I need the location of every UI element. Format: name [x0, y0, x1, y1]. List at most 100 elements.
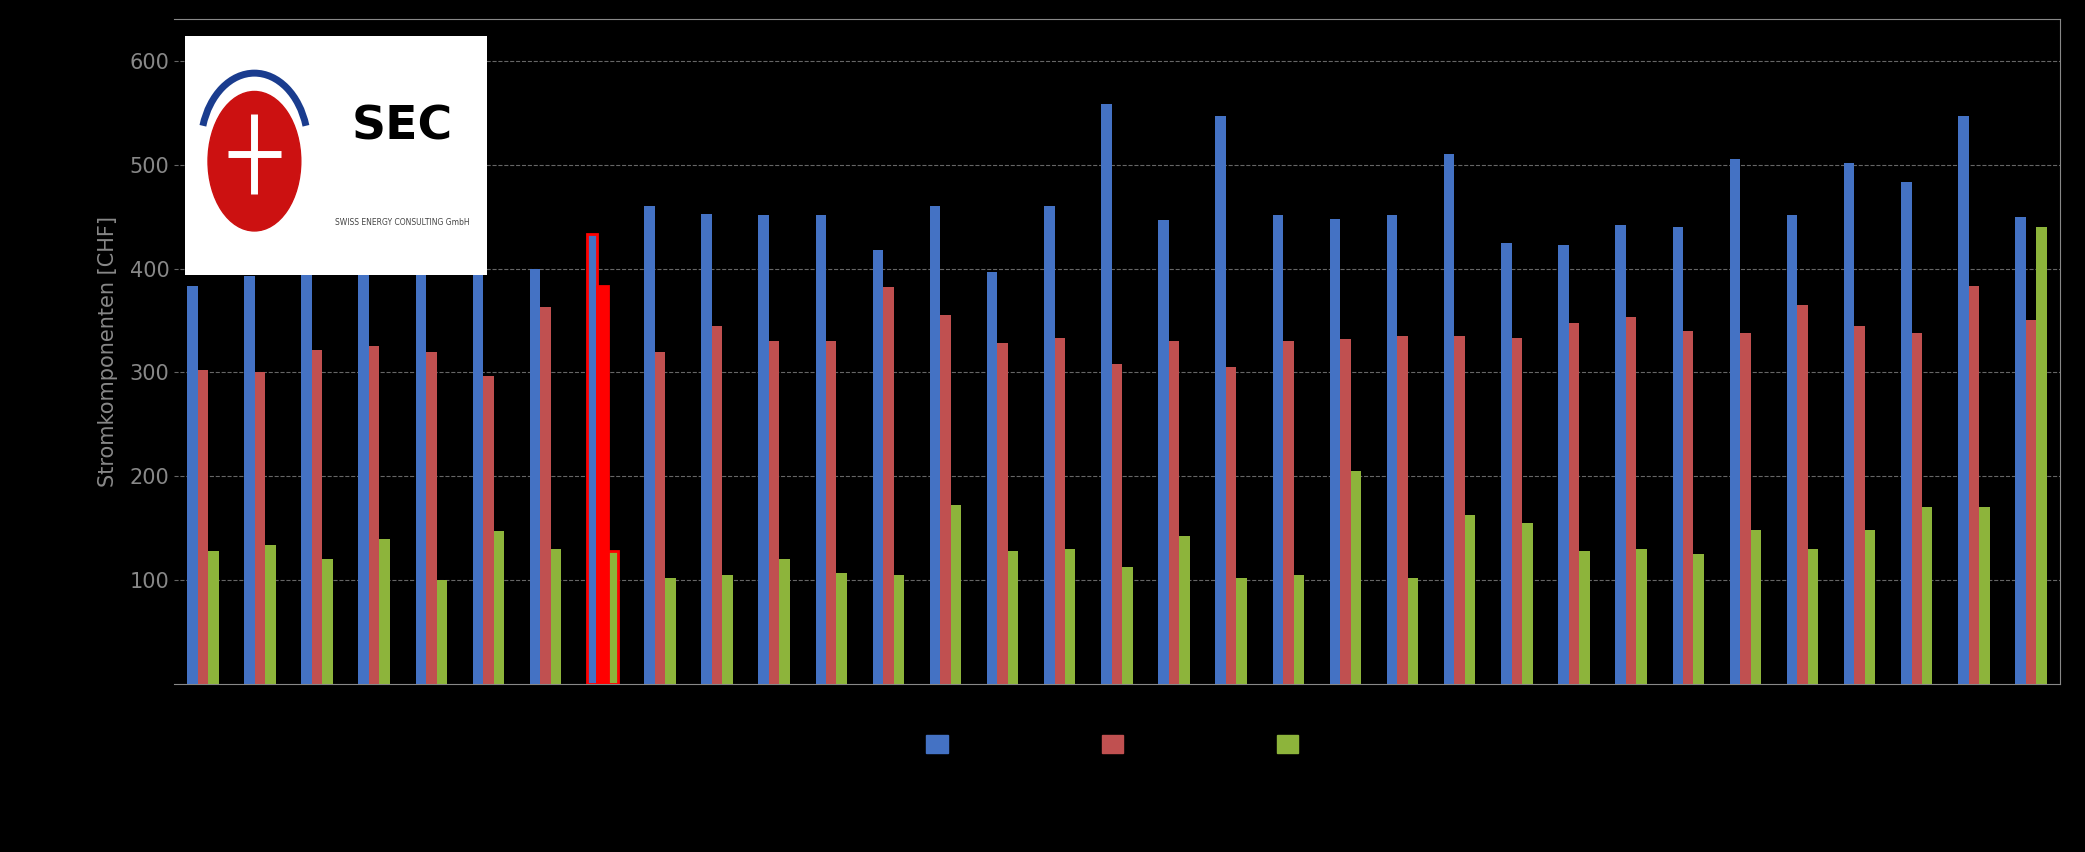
- Bar: [1958, 116, 1968, 684]
- Bar: [550, 549, 561, 684]
- Bar: [244, 276, 254, 684]
- Bar: [644, 206, 655, 684]
- Bar: [484, 376, 494, 684]
- Bar: [1626, 318, 1637, 684]
- Bar: [1797, 305, 1808, 684]
- Bar: [1065, 549, 1076, 684]
- Bar: [1578, 551, 1589, 684]
- Bar: [759, 215, 769, 684]
- Bar: [415, 253, 425, 684]
- Bar: [1922, 508, 1933, 684]
- Bar: [1407, 579, 1418, 684]
- Bar: [598, 286, 609, 684]
- Bar: [323, 560, 334, 684]
- Bar: [1787, 215, 1797, 684]
- Text: SEC: SEC: [352, 105, 452, 149]
- Bar: [1341, 339, 1351, 684]
- Bar: [826, 342, 836, 684]
- Bar: [540, 307, 550, 684]
- Bar: [1616, 225, 1626, 684]
- Bar: [1216, 116, 1226, 684]
- Bar: [1330, 219, 1341, 684]
- Bar: [1854, 325, 1864, 684]
- Bar: [609, 551, 619, 684]
- Bar: [2027, 320, 2037, 684]
- Y-axis label: Stromkomponenten [CHF]: Stromkomponenten [CHF]: [98, 216, 119, 487]
- Bar: [836, 573, 847, 684]
- Bar: [874, 250, 884, 684]
- Bar: [588, 234, 598, 684]
- Bar: [1170, 342, 1180, 684]
- Legend: , , : , ,: [919, 728, 1316, 762]
- Bar: [1055, 338, 1065, 684]
- Bar: [436, 580, 446, 684]
- Bar: [265, 545, 275, 684]
- Bar: [1637, 549, 1647, 684]
- Bar: [1045, 206, 1055, 684]
- Bar: [1455, 336, 1466, 684]
- Bar: [1751, 530, 1762, 684]
- Bar: [1912, 333, 1922, 684]
- Bar: [530, 268, 540, 684]
- Bar: [894, 575, 905, 684]
- Bar: [930, 206, 940, 684]
- Bar: [711, 325, 721, 684]
- Bar: [302, 255, 313, 684]
- Bar: [721, 575, 732, 684]
- Bar: [1180, 536, 1191, 684]
- Bar: [1466, 515, 1476, 684]
- Bar: [997, 343, 1007, 684]
- Bar: [815, 215, 826, 684]
- Bar: [2037, 227, 2047, 684]
- Bar: [769, 342, 780, 684]
- Bar: [1568, 323, 1578, 684]
- Bar: [1397, 336, 1407, 684]
- Bar: [940, 315, 951, 684]
- Bar: [1282, 342, 1293, 684]
- Bar: [655, 352, 665, 684]
- Bar: [1741, 333, 1751, 684]
- Text: SWISS ENERGY CONSULTING GmbH: SWISS ENERGY CONSULTING GmbH: [336, 218, 469, 227]
- Bar: [1351, 471, 1362, 684]
- Bar: [198, 371, 208, 684]
- Bar: [359, 253, 369, 684]
- Bar: [1159, 220, 1170, 684]
- Bar: [494, 532, 505, 684]
- Bar: [188, 286, 198, 684]
- Bar: [701, 214, 711, 684]
- Bar: [1007, 551, 1017, 684]
- Bar: [1902, 182, 1912, 684]
- Bar: [1445, 154, 1455, 684]
- Bar: [1968, 286, 1979, 684]
- Circle shape: [208, 91, 300, 231]
- Bar: [473, 224, 484, 684]
- Bar: [1672, 227, 1683, 684]
- Bar: [1557, 245, 1568, 684]
- Bar: [1226, 367, 1236, 684]
- Bar: [254, 372, 265, 684]
- Bar: [2016, 216, 2027, 684]
- Bar: [780, 560, 790, 684]
- Bar: [1683, 331, 1693, 684]
- Bar: [1111, 364, 1122, 684]
- Bar: [425, 352, 436, 684]
- Bar: [1864, 530, 1874, 684]
- Bar: [986, 272, 997, 684]
- Bar: [1808, 549, 1818, 684]
- Bar: [1512, 338, 1522, 684]
- Bar: [1272, 215, 1282, 684]
- Bar: [1236, 579, 1247, 684]
- Bar: [1387, 215, 1397, 684]
- Bar: [1501, 243, 1512, 684]
- Bar: [1522, 523, 1532, 684]
- Bar: [1293, 575, 1303, 684]
- Bar: [665, 579, 676, 684]
- Bar: [1843, 163, 1854, 684]
- Bar: [951, 505, 961, 684]
- Bar: [1693, 554, 1703, 684]
- Bar: [1731, 159, 1741, 684]
- Bar: [379, 538, 390, 684]
- Bar: [313, 349, 323, 684]
- Bar: [884, 287, 894, 684]
- Bar: [1122, 567, 1132, 684]
